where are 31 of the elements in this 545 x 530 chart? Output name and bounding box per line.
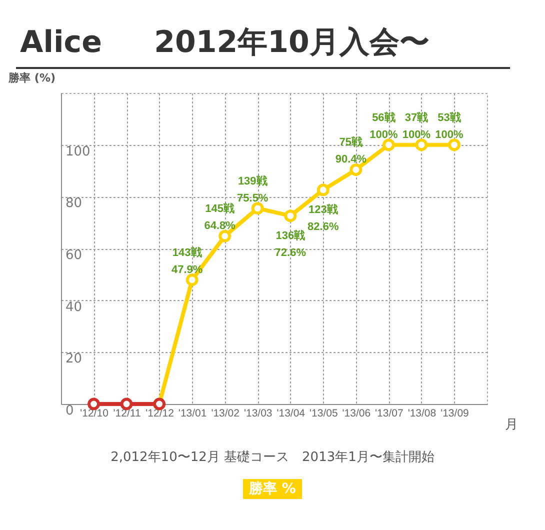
y-axis-title: 勝率 (%) xyxy=(8,72,56,84)
x-tick-label: '13/09 xyxy=(440,408,470,420)
data-label: 56戦 100% xyxy=(370,110,398,141)
x-tick-label: '12/12 xyxy=(146,408,174,420)
x-tick-label: '13/07 xyxy=(375,408,404,420)
x-tick-label: '13/06 xyxy=(342,408,371,420)
y-tick-label: 0 xyxy=(66,404,74,418)
data-label: 136戦 72.6% xyxy=(274,228,306,259)
data-label: 37戦 100% xyxy=(402,110,431,141)
data-label: 75戦 90.4% xyxy=(335,136,367,166)
text: 2,012年10〜12月 基礎コース 2013年1月〜集計開始 xyxy=(110,449,436,466)
chart-title: Alice 2012年10月入会〜 xyxy=(16,22,510,69)
x-tick-label: '12/10 xyxy=(80,408,109,420)
x-tick-label: '13/05 xyxy=(310,408,338,420)
text: 勝率 % xyxy=(243,479,302,499)
y-tick-label: 20 xyxy=(66,352,82,367)
x-axis-title: 月 xyxy=(505,418,518,432)
data-label: 139戦 75.5% xyxy=(237,174,268,204)
x-tick-label: '13/03 xyxy=(244,408,272,420)
x-tick-label: '13/02 xyxy=(211,408,240,420)
y-tick-label: 60 xyxy=(66,248,82,263)
x-tick-label: '13/01 xyxy=(178,408,207,420)
data-label: 53戦 100% xyxy=(435,110,464,141)
y-tick-label: 100 xyxy=(66,144,90,160)
x-tick-label: '13/04 xyxy=(276,408,306,420)
y-tick-label: 40 xyxy=(66,300,82,315)
data-label: 145戦 64.8% xyxy=(204,202,236,232)
y-tick-label: 80 xyxy=(66,196,82,212)
x-tick-label: '13/08 xyxy=(408,408,436,420)
data-label: 123戦 82.6% xyxy=(308,202,339,233)
x-tick-label: '12/11 xyxy=(113,408,141,420)
